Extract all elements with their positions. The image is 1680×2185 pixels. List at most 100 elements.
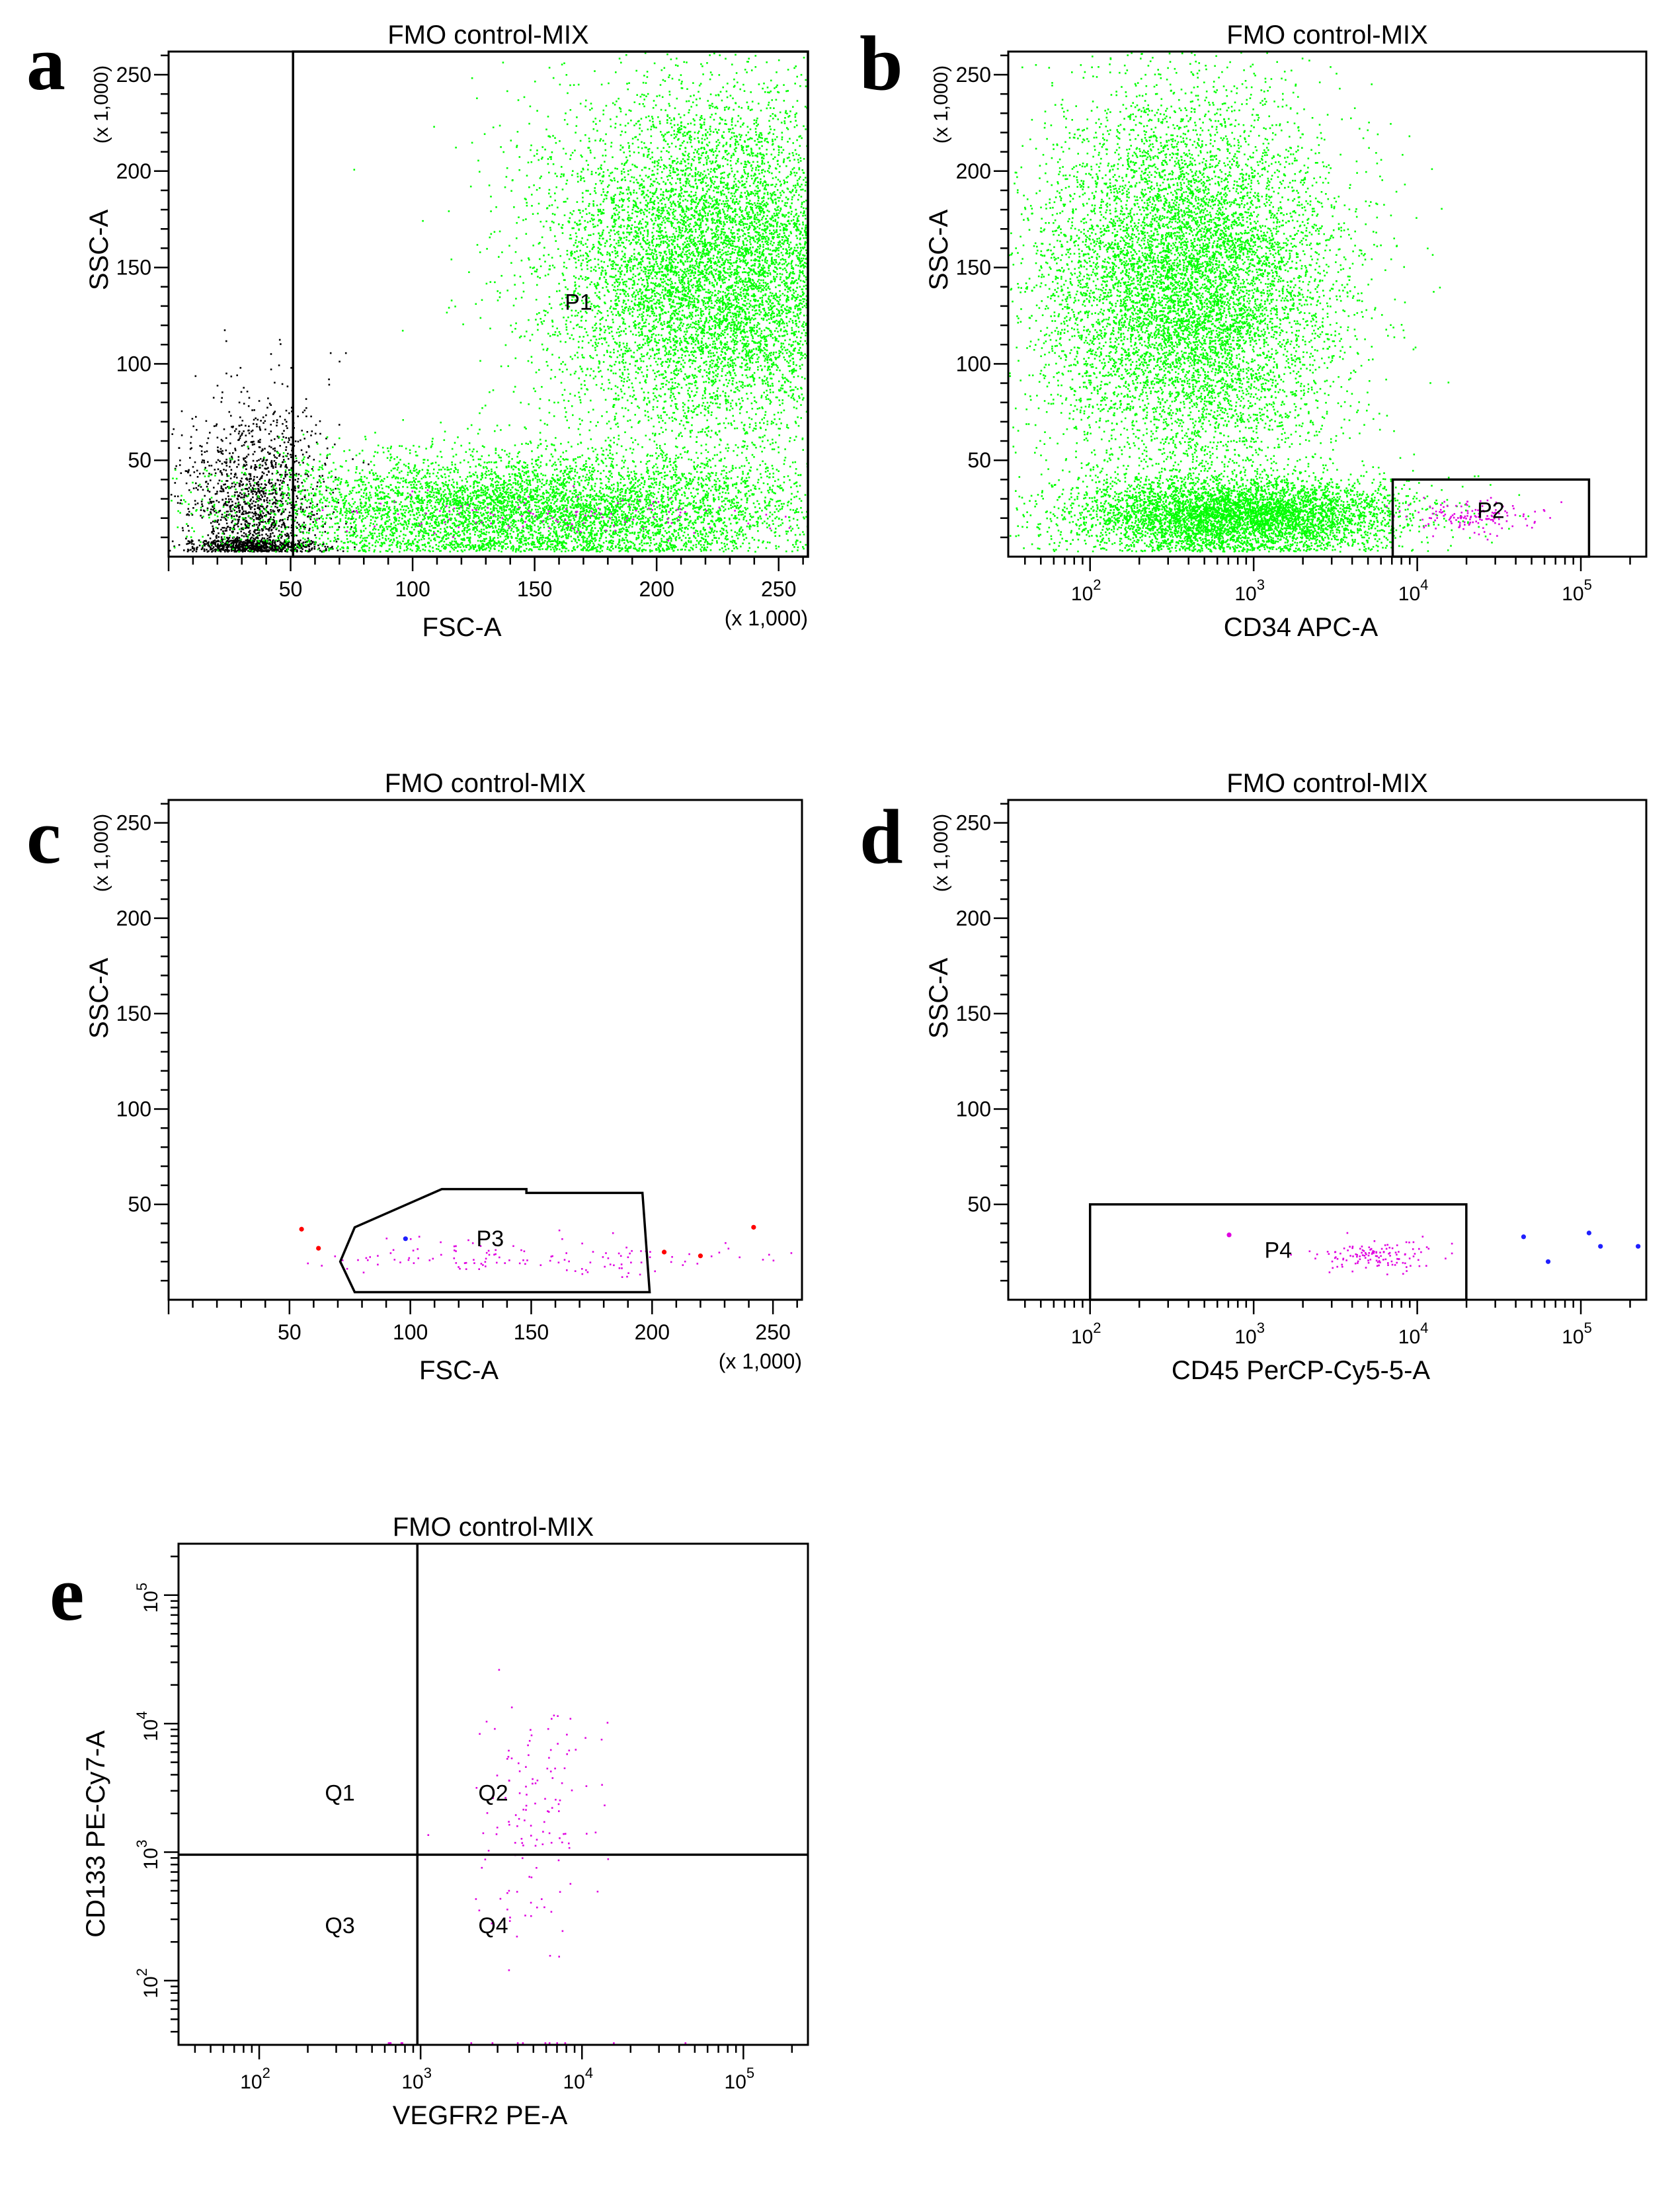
event-dot [774, 249, 776, 251]
event-dot [664, 346, 666, 348]
event-dot [762, 350, 764, 352]
event-dot [229, 461, 231, 463]
event-dot [557, 401, 559, 404]
event-dot [737, 159, 739, 162]
event-dot [770, 331, 772, 333]
event-dot [727, 182, 729, 184]
event-dot [633, 291, 635, 294]
event-dot [220, 549, 222, 552]
event-dot [284, 508, 287, 510]
event-dot [548, 296, 551, 298]
event-dot [762, 184, 764, 187]
event-dot [257, 548, 259, 551]
event-dot [765, 257, 767, 258]
event-dot [254, 464, 257, 466]
event-dot [276, 435, 279, 438]
event-dot [768, 352, 771, 354]
event-dot [634, 264, 636, 267]
event-dot [682, 262, 684, 264]
event-dot [615, 274, 617, 277]
event-dot [735, 364, 737, 366]
event-dot [575, 309, 577, 312]
event-dot [670, 253, 673, 255]
event-dot [274, 411, 276, 413]
event-dot [276, 548, 278, 551]
event-dot [261, 515, 263, 518]
event-dot [726, 221, 728, 223]
event-dot [237, 439, 239, 441]
event-dot [613, 352, 615, 354]
event-dot [721, 259, 724, 261]
event-dot [792, 363, 795, 365]
event-dot [597, 342, 600, 344]
event-dot [618, 241, 620, 244]
event-dot [680, 370, 682, 372]
event-dot [696, 243, 698, 246]
event-dot [217, 527, 219, 530]
event-dot [694, 394, 697, 396]
event-dot [606, 286, 608, 288]
event-dot [264, 428, 266, 430]
event-dot [566, 179, 569, 182]
event-dot [735, 299, 737, 301]
event-dot [703, 288, 705, 291]
event-dot [253, 479, 255, 482]
event-dot [264, 544, 266, 546]
event-dot [266, 505, 268, 507]
event-dot [673, 133, 676, 136]
event-dot [770, 391, 772, 393]
event-dot [272, 465, 274, 467]
event-dot [298, 485, 300, 487]
event-dot [251, 435, 253, 438]
event-dot [712, 275, 715, 277]
event-dot [575, 284, 577, 286]
event-dot [554, 331, 557, 333]
event-dot [262, 545, 265, 547]
event-dot [260, 548, 262, 550]
event-dot [224, 530, 227, 532]
event-dot [298, 487, 300, 489]
event-dot [754, 128, 757, 130]
event-dot [422, 219, 424, 222]
event-dot [682, 402, 684, 404]
event-dot [214, 541, 216, 543]
event-dot [667, 179, 669, 181]
event-dot [635, 294, 637, 297]
event-dot [260, 540, 262, 542]
event-dot [225, 461, 227, 463]
event-dot [274, 483, 277, 485]
event-dot [202, 509, 205, 512]
event-dot [703, 276, 706, 278]
event-dot [766, 284, 768, 286]
event-dot [257, 485, 260, 487]
event-dot [232, 540, 235, 543]
event-dot [344, 352, 347, 354]
event-dot [222, 530, 224, 532]
event-dot [186, 550, 189, 553]
event-dot [735, 276, 738, 278]
event-dot [264, 448, 266, 450]
event-dot [182, 530, 184, 532]
event-dot [212, 549, 214, 552]
event-dot [231, 456, 233, 457]
event-dot [520, 401, 522, 404]
event-dot [244, 520, 247, 523]
event-dot [638, 313, 641, 316]
event-dot [656, 352, 658, 355]
event-dot [754, 155, 756, 157]
event-dot [196, 476, 199, 478]
event-dot [627, 309, 629, 312]
event-dot [697, 340, 700, 343]
event-dot [239, 510, 241, 512]
event-dot [270, 430, 272, 432]
event-dot [702, 313, 705, 315]
event-dot [776, 212, 778, 214]
event-dot [756, 312, 758, 315]
event-dot [672, 169, 674, 171]
event-dot [763, 417, 766, 419]
event-dot [247, 430, 249, 432]
event-dot [257, 490, 259, 493]
event-dot [664, 422, 666, 424]
event-dot [608, 231, 610, 234]
event-dot [642, 237, 644, 239]
